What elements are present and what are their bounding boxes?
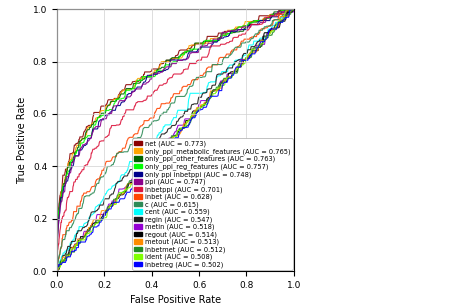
Y-axis label: True Positive Rate: True Positive Rate xyxy=(17,96,27,184)
Legend: net (AUC = 0.773), only_ppi_metabolic_features (AUC = 0.765), only_ppi_other_fea: net (AUC = 0.773), only_ppi_metabolic_fe… xyxy=(132,139,292,270)
X-axis label: False Positive Rate: False Positive Rate xyxy=(130,295,221,305)
